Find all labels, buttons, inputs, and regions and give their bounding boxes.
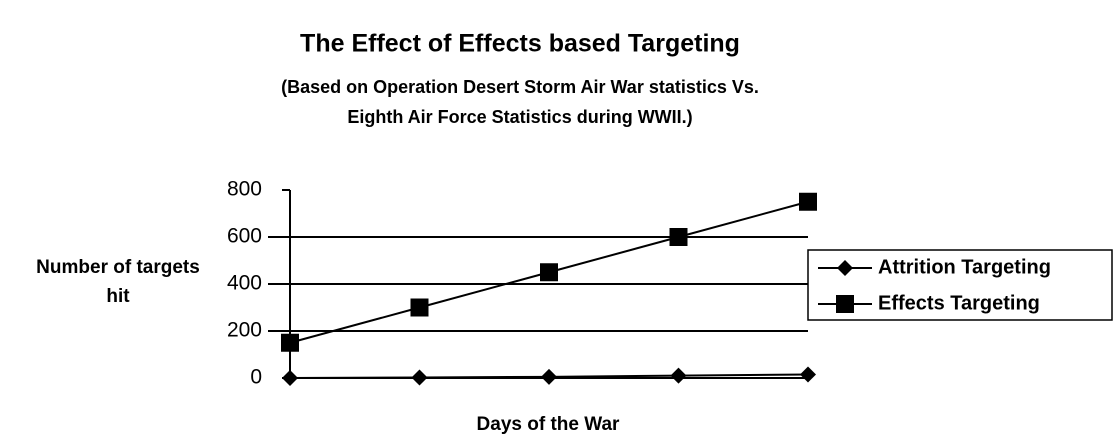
chart-subtitle: Eighth Air Force Statistics during WWII.…	[347, 107, 692, 127]
marker	[410, 298, 429, 317]
marker	[281, 333, 299, 352]
marker	[799, 192, 817, 211]
legend-label: Effects Targeting	[878, 292, 1040, 314]
marker	[282, 370, 298, 386]
chart-subtitle: (Based on Operation Desert Storm Air War…	[281, 77, 759, 97]
marker	[540, 263, 558, 282]
legend-label: Attrition Targeting	[878, 256, 1051, 278]
marker	[669, 228, 688, 246]
marker	[800, 366, 816, 383]
y-tick-label: 600	[227, 225, 262, 248]
y-axis-label: hit	[106, 286, 130, 307]
marker	[541, 368, 557, 385]
legend-box	[807, 249, 1113, 321]
y-tick-label: 800	[227, 178, 262, 201]
x-axis-label: Days of the War	[477, 414, 620, 435]
marker	[837, 260, 853, 276]
y-tick-label: 400	[227, 272, 262, 295]
y-tick-label: 200	[227, 319, 262, 342]
chart-title: The Effect of Effects based Targeting	[300, 30, 740, 58]
y-axis-label: Number of targets	[36, 257, 200, 278]
y-tick-label: 0	[250, 366, 262, 389]
marker	[836, 295, 854, 313]
marker	[670, 367, 687, 384]
marker	[411, 369, 428, 386]
